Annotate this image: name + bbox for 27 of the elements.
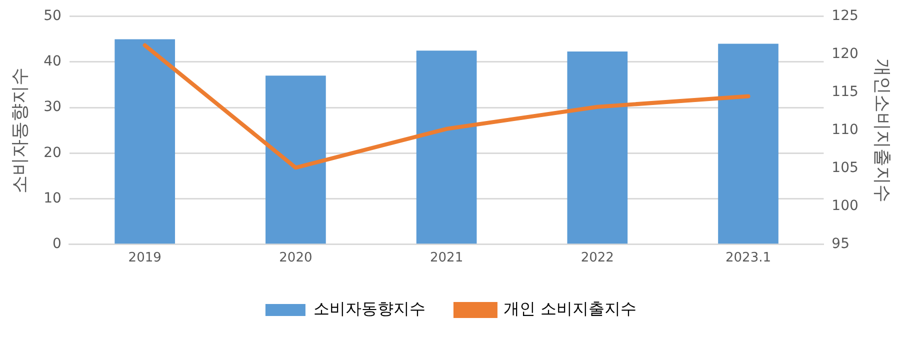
y-tick-label: 0 (52, 236, 62, 252)
bar (266, 76, 326, 244)
y2-tick-label: 120 (832, 46, 858, 62)
x-tick-label: 2023.1 (726, 250, 771, 266)
y-tick-label: 30 (44, 99, 62, 116)
x-tick-label: 2019 (128, 250, 162, 266)
y-tick-label: 10 (44, 190, 62, 206)
legend-label: 소비자동향지수 (313, 299, 426, 318)
legend-label: 개인 소비지출지수 (503, 299, 637, 318)
y-axis-title: 소비자동향지수 (9, 67, 30, 194)
y2-axis-title: 개인소비지출지수 (872, 58, 893, 202)
y2-tick-label: 105 (832, 160, 858, 176)
bar (567, 52, 628, 244)
bar (114, 39, 176, 244)
y2-tick-label: 95 (832, 236, 850, 252)
x-tick-label: 2021 (430, 250, 464, 266)
y2-tick-label: 110 (832, 122, 858, 138)
y-tick-label: 40 (44, 54, 62, 70)
bar (416, 50, 477, 244)
x-tick-label: 2022 (580, 250, 614, 266)
y2-tick-label: 115 (832, 84, 858, 100)
y2-tick-label: 125 (832, 8, 858, 24)
y-tick-label: 50 (44, 8, 62, 24)
y-tick-label: 20 (44, 144, 62, 161)
bar (718, 44, 778, 244)
x-tick-label: 2020 (279, 250, 312, 266)
y2-tick-label: 100 (832, 198, 858, 214)
